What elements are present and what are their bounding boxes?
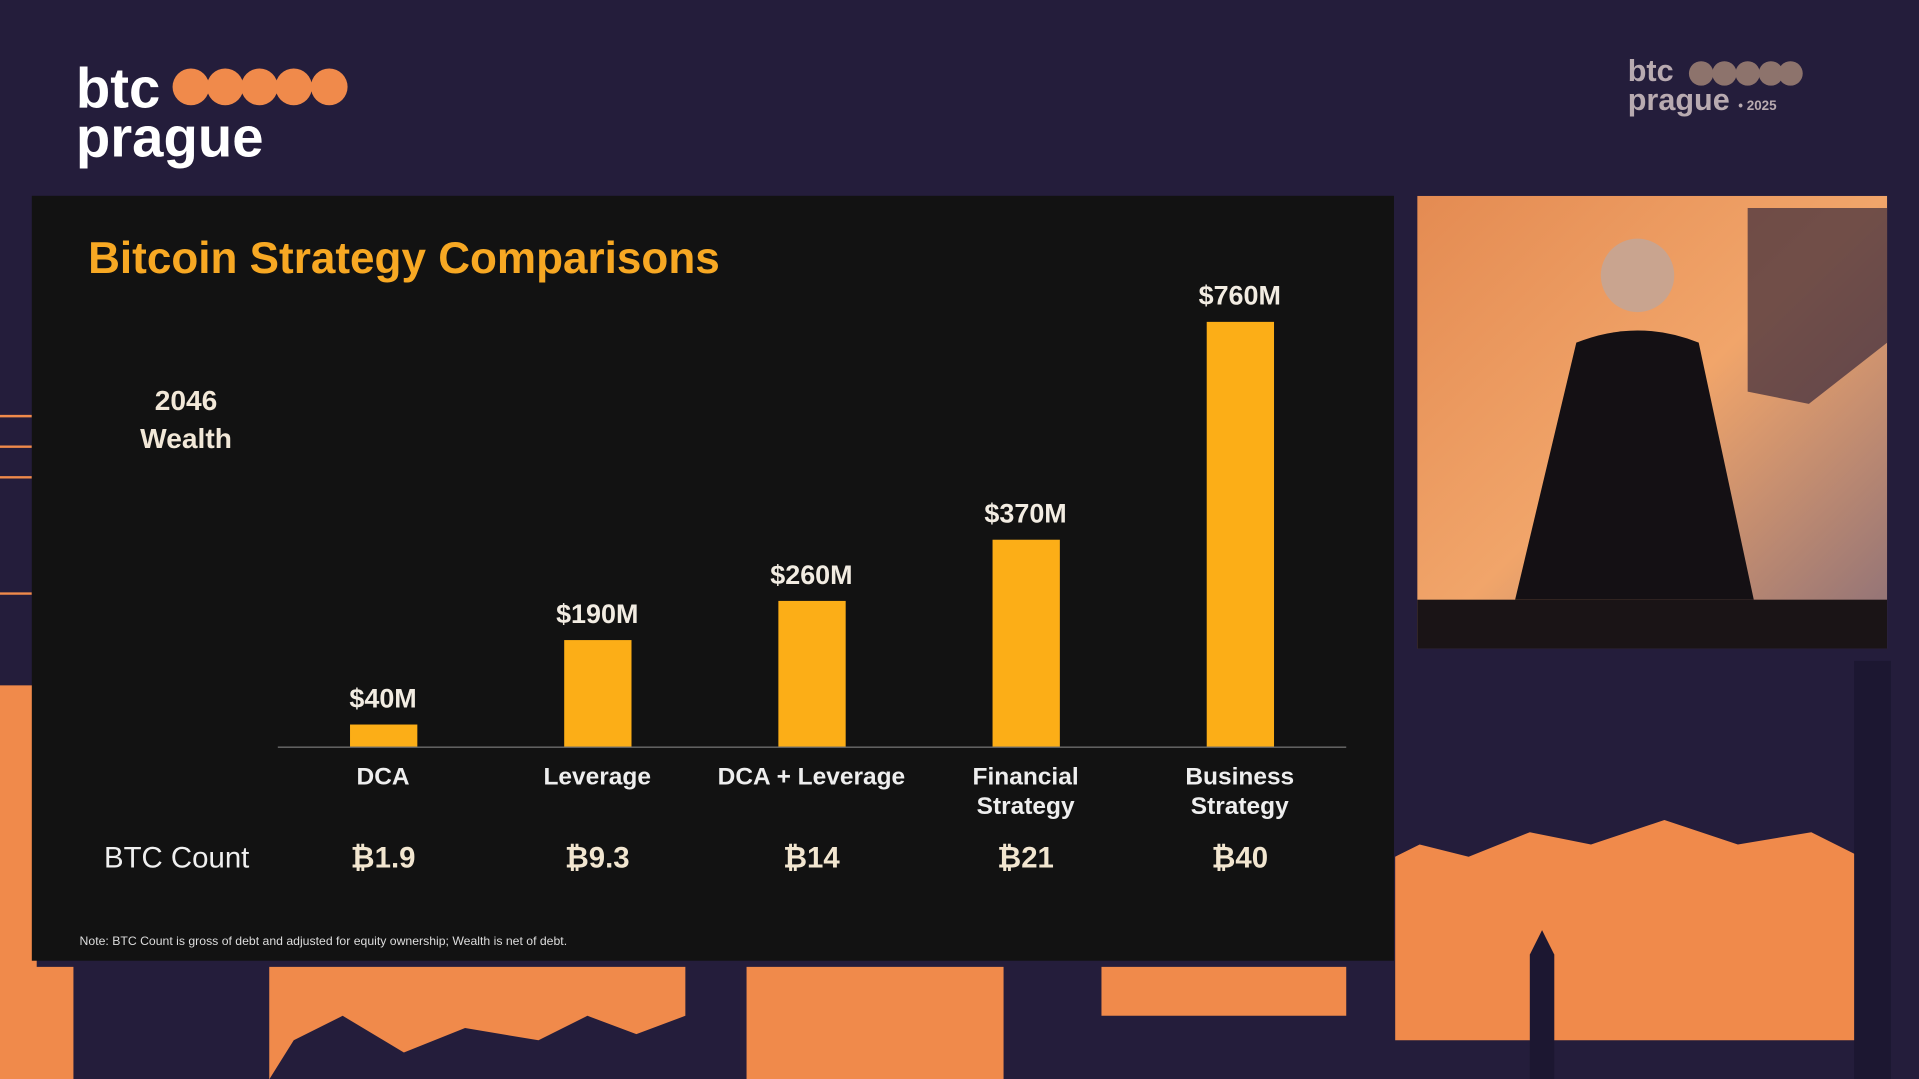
bar [991,539,1060,747]
data-label: $40M [349,682,417,714]
bar [563,640,631,747]
logo-text: prague [75,105,264,169]
data-label: $260M [770,559,853,591]
bar [349,724,417,747]
video-panel [1417,195,1888,649]
data-label: $370M [984,498,1067,529]
chart-title: Bitcoin Strategy Comparisons [88,232,720,283]
btc-count: ₿14 [783,842,840,876]
btc-count: ₿1.9 [350,842,416,876]
bar [1206,321,1274,747]
btc-count: ₿40 [1211,842,1269,876]
x-tick-label: Financial Strategy [972,763,1079,820]
row-label: BTC Count [104,842,250,876]
btc-count: ₿9.3 [564,842,630,876]
baseline [277,746,1347,748]
logo-text: prague [1627,83,1730,118]
logo-year: • 2025 [1738,99,1777,114]
data-label: $760M [1198,280,1281,311]
footnote: Note: BTC Count is gross of debt and adj… [79,935,568,949]
bar [777,601,846,747]
x-tick-label: DCA [356,763,410,791]
btc-count: ₿21 [997,842,1054,876]
x-tick-label: DCA + Leverage [717,763,906,791]
y-axis-label: 2046 Wealth [140,384,232,455]
x-tick-label: Business Strategy [1185,763,1295,820]
logo-text: btc [75,56,161,120]
slide [31,195,1394,961]
logo-text: btc [1627,53,1674,89]
data-label: $190M [556,598,639,630]
corner-logo: btc prague • 2025 [1628,56,1777,121]
x-tick-label: Leverage [543,763,651,791]
logo: btc prague [75,56,264,169]
